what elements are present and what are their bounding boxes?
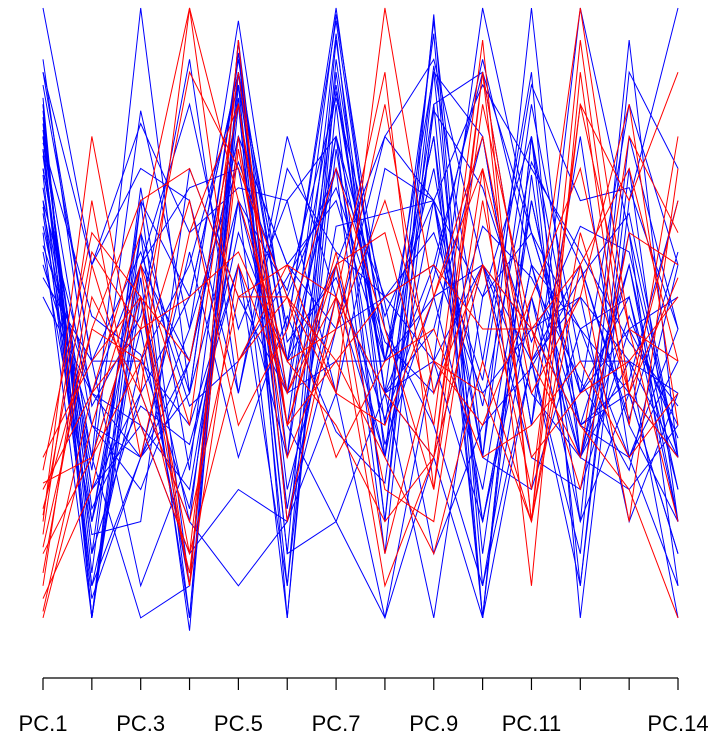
series-line-38 <box>42 7 679 586</box>
series-line-14 <box>42 134 679 618</box>
series-line-24 <box>42 7 679 618</box>
series-line-49 <box>42 199 679 524</box>
series-line-35 <box>42 40 679 619</box>
series-layer <box>42 7 679 631</box>
series-line-41 <box>42 149 679 574</box>
x-tick-label: PC.11 <box>502 711 562 736</box>
x-tick-label: PC.9 <box>409 711 458 736</box>
x-axis: PC.1 PC.3 PC.5 PC.7 PC.9 PC.11 PC.14 <box>19 677 709 736</box>
series-line-27 <box>42 129 679 586</box>
series-line-26 <box>42 84 679 619</box>
series-line-32 <box>42 59 679 408</box>
x-tick-label: PC.5 <box>214 711 263 736</box>
series-line-47 <box>42 7 679 619</box>
x-tick-label: PC.14 <box>647 711 708 736</box>
series-line-12 <box>42 14 679 586</box>
series-line-33 <box>42 20 679 471</box>
series-line-30 <box>42 97 679 574</box>
series-line-42 <box>42 104 679 586</box>
series-line-48 <box>42 7 679 490</box>
series-line-45 <box>42 104 679 471</box>
series-line-36 <box>42 104 679 554</box>
x-tick-label: PC.7 <box>312 711 361 736</box>
x-tick-label: PC.1 <box>19 711 68 736</box>
series-line-37 <box>42 7 679 523</box>
series-line-21 <box>42 72 679 407</box>
series-line-31 <box>42 109 679 599</box>
series-line-22 <box>42 104 679 620</box>
x-tick-label: PC.3 <box>116 711 165 736</box>
